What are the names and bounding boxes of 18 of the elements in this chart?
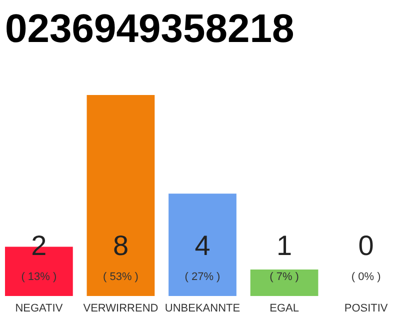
annotation: 0 [358, 230, 374, 261]
x-tick-label: EGAL [270, 302, 299, 314]
bar [86, 95, 155, 296]
x-tick-label: NEGATIV [15, 302, 64, 314]
annotation: 8 [112, 230, 129, 261]
x-tick-label: POSITIV [344, 302, 388, 314]
x-tick-label: VERWIRREND [83, 302, 158, 314]
data-label: ( 13% ) [21, 271, 57, 283]
data-label: ( 53% ) [102, 271, 138, 283]
annotation: 1 [276, 230, 292, 261]
bar [250, 269, 318, 296]
x-tick-label: UNBEKANNTE [164, 302, 240, 314]
data-label: ( 0% ) [351, 271, 381, 283]
bar [168, 194, 236, 296]
data-label: ( 7% ) [270, 271, 299, 283]
annotation: 4 [194, 230, 210, 261]
data-label: ( 27% ) [184, 271, 220, 283]
chart-title: 0236949358218 [5, 7, 294, 51]
